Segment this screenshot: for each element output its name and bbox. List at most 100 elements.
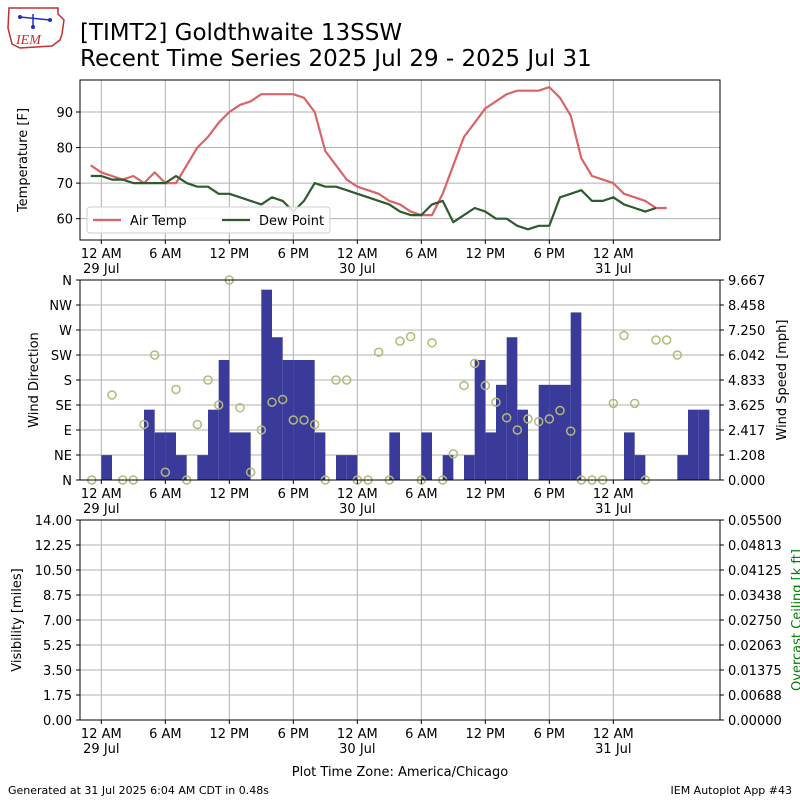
- wind-speed-bar: [208, 409, 219, 480]
- legend-label-air-temp: Air Temp: [130, 214, 187, 229]
- wind-direction-point: [459, 380, 469, 391]
- chart-title-line2: Recent Time Series 2025 Jul 29 - 2025 Ju…: [80, 46, 592, 72]
- visibility-x-axis-tick-date: 31 Jul: [595, 742, 631, 757]
- wind-direction-tick-label: N: [62, 274, 72, 289]
- temperature-x-axis-tick-label: 12 AM: [593, 247, 634, 262]
- wind-direction-point: [288, 415, 299, 425]
- wind-x-axis-tick-date: 29 Jul: [83, 502, 119, 517]
- footer-generated: Generated at 31 Jul 2025 6:04 AM CDT in …: [8, 784, 269, 797]
- ceiling-tick-label: 0.04125: [728, 564, 782, 579]
- visibility-axis-label: Visibility [miles]: [10, 568, 25, 671]
- wind-direction-tick-label: NW: [49, 299, 72, 314]
- temperature-x-axis-tick-label: 6 PM: [534, 247, 565, 262]
- ceiling-tick-label: 0.00000: [728, 714, 782, 729]
- wind-direction-point: [203, 375, 213, 385]
- wind-speed-tick-label: 4.833: [728, 374, 765, 389]
- wind-direction-tick-label: SE: [56, 399, 72, 414]
- visibility-tick-label: 14.00: [35, 514, 72, 529]
- wind-speed-tick-label: 9.667: [728, 274, 765, 289]
- wind-direction-tick-label: SW: [51, 349, 72, 364]
- wind-direction-point: [480, 380, 491, 391]
- wind-speed-tick-label: 2.417: [728, 424, 765, 439]
- wind-speed-bar: [496, 384, 507, 480]
- temperature-legend: Air Temp Dew Point: [86, 206, 331, 234]
- wind-direction-point: [160, 467, 171, 477]
- wind-direction-point: [651, 335, 661, 345]
- wind-direction-point: [171, 384, 181, 395]
- ceiling-tick-label: 0.02750: [728, 614, 782, 629]
- wind-direction-point: [235, 403, 245, 413]
- visibility-x-axis-tick-label: 6 AM: [149, 727, 182, 742]
- wind-direction-point: [256, 425, 267, 435]
- ceiling-axis-label: Overcast Ceiling [k ft]: [790, 549, 800, 691]
- wind-speed-bar: [314, 432, 326, 480]
- ceiling-tick-label: 0.01375: [728, 664, 782, 679]
- wind-x-axis-tick-label: 6 PM: [534, 487, 565, 502]
- wind-speed-bar: [549, 384, 560, 480]
- wind-speed-bar: [688, 409, 699, 480]
- wind-speed-tick-label: 0.000: [728, 474, 765, 489]
- ceiling-tick-label: 0.03438: [728, 589, 782, 604]
- wind-speed-tick-label: 6.042: [728, 349, 765, 364]
- wind-direction-point: [661, 335, 672, 345]
- wind-direction-point: [341, 375, 352, 385]
- temperature-y-axis-label: Temperature [F]: [16, 108, 31, 213]
- temperature-x-axis-tick-label: 12 PM: [465, 247, 505, 262]
- temperature-plot-frame: [79, 79, 721, 241]
- wind-direction-point: [469, 358, 480, 369]
- wind-speed-bar: [240, 432, 251, 480]
- visibility-tick-label: 0.00: [43, 714, 72, 729]
- wind-x-axis-tick-label: 12 PM: [209, 487, 249, 502]
- wind-direction-point: [672, 350, 683, 360]
- wind-speed-bar: [101, 455, 112, 480]
- wind-speed-bar: [389, 432, 400, 480]
- wind-direction-point: [512, 425, 523, 435]
- wind-direction-point: [491, 397, 501, 407]
- visibility-x-axis-tick-label: 12 PM: [209, 727, 249, 742]
- wind-speed-bar: [346, 455, 358, 480]
- temperature-x-axis-tick-label: 12 PM: [209, 247, 249, 262]
- wind-direction-point: [149, 350, 160, 360]
- wind-x-axis-tick-label: 12 AM: [337, 487, 378, 502]
- visibility-tick-label: 5.25: [43, 639, 72, 654]
- wind-speed-bar: [634, 455, 646, 480]
- wind-speed-bar: [677, 455, 688, 480]
- wind-direction-tick-label: NE: [54, 449, 72, 464]
- wind-speed-bar: [304, 360, 315, 480]
- temperature-x-axis-tick-date: 31 Jul: [595, 262, 631, 277]
- wind-direction-point: [331, 375, 341, 385]
- visibility-tick-label: 1.75: [43, 689, 72, 704]
- wind-direction-point: [192, 419, 203, 430]
- ceiling-tick-label: 0.05500: [728, 514, 782, 529]
- visibility-tick-label: 10.50: [35, 564, 72, 579]
- wind-speed-bar: [176, 455, 187, 480]
- wind-direction-point: [373, 347, 384, 357]
- wind-direction-tick-label: W: [59, 324, 72, 339]
- wind-speed-bar: [229, 432, 240, 480]
- visibility-x-axis-tick-label: 6 PM: [534, 727, 565, 742]
- wind-direction-point: [299, 415, 309, 425]
- wind-x-axis-tick-label: 12 AM: [81, 487, 122, 502]
- wind-direction-tick-label: N: [62, 474, 72, 489]
- visibility-x-axis-tick-label: 12 PM: [465, 727, 505, 742]
- visibility-tick-label: 8.75: [43, 589, 72, 604]
- wind-direction-point: [565, 426, 576, 436]
- wind-speed-bar: [421, 432, 432, 480]
- wind-speed-bar: [218, 360, 230, 480]
- wind-direction-point: [501, 413, 512, 423]
- wind-speed-bar: [293, 360, 304, 480]
- ceiling-tick-label: 0.02063: [728, 639, 782, 654]
- wind-plot-frame: [79, 279, 721, 481]
- wind-direction-point: [277, 394, 288, 405]
- visibility-tick-label: 3.50: [43, 664, 72, 679]
- wind-speed-bar: [517, 409, 528, 480]
- temperature-x-axis-tick-label: 6 AM: [405, 247, 438, 262]
- wind-speed-bar: [442, 455, 454, 480]
- wind-direction-point: [523, 414, 533, 424]
- wind-direction-axis-label: Wind Direction: [27, 332, 42, 428]
- temperature-x-axis-tick-date: 29 Jul: [83, 262, 119, 277]
- y-tick-label: 60: [56, 213, 73, 228]
- wind-speed-bar: [197, 455, 208, 480]
- wind-speed-bar: [474, 360, 486, 480]
- visibility-x-axis-tick-label: 12 AM: [337, 727, 378, 742]
